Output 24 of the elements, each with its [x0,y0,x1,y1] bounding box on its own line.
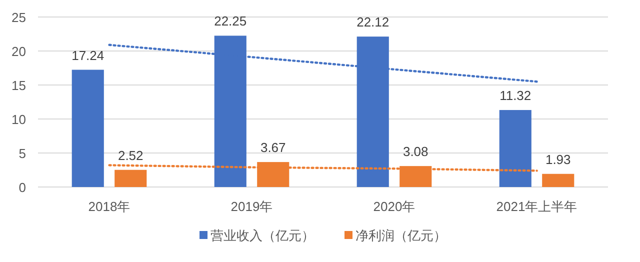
y-tick-label: 25 [12,10,26,25]
x-tick-label: 2018年 [88,199,130,214]
data-label: 22.25 [214,14,247,29]
data-label: 17.24 [72,48,104,63]
data-label: 1.93 [545,152,571,167]
y-tick-label: 10 [12,112,26,127]
x-tick-label: 2019年 [230,199,273,214]
data-label: 11.32 [500,88,532,104]
y-tick-label: 20 [12,44,26,59]
legend-label: 营业收入（亿元） [210,228,314,243]
bar [542,174,574,187]
bar [499,110,532,187]
x-tick-label: 2021年上半年 [496,199,578,214]
data-label: 3.08 [402,144,428,160]
bar [72,70,104,187]
data-label: 3.67 [260,140,286,156]
y-tick-label: 15 [12,78,26,93]
legend-label: 净利润（亿元） [356,228,446,243]
bar [114,170,147,187]
y-tick-label: 5 [18,146,26,161]
data-label: 22.12 [356,14,390,30]
x-tick-label: 2020年 [373,199,416,214]
data-label: 2.52 [118,148,144,163]
y-tick-label: 0 [18,180,26,195]
